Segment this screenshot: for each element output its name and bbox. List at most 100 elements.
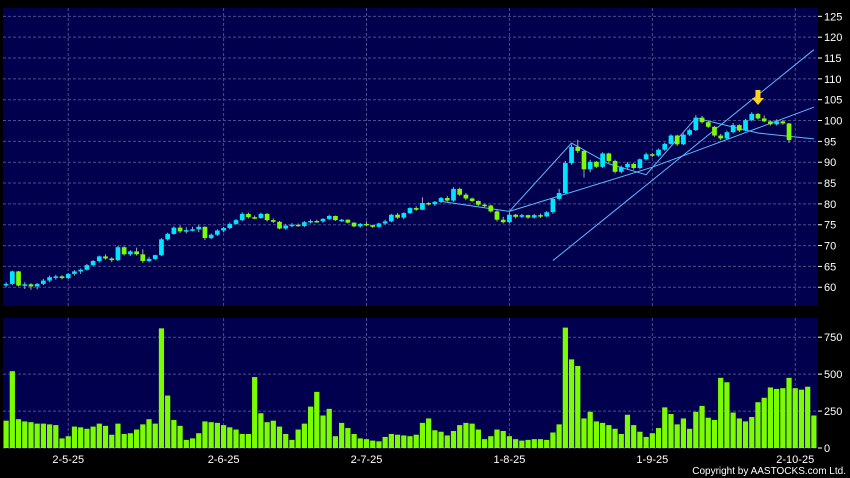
candle — [438, 196, 444, 204]
candle-body — [500, 219, 506, 223]
candle — [339, 218, 345, 222]
candle — [90, 260, 96, 267]
volume-bar — [481, 439, 488, 448]
price-tick-label: 70 — [824, 241, 836, 253]
volume-bar — [693, 411, 699, 448]
volume-bar — [668, 414, 674, 448]
arrow-head — [751, 97, 764, 105]
candle-body — [264, 213, 270, 221]
volume-tick-label: 500 — [824, 369, 842, 381]
candle — [47, 275, 52, 283]
candle-body — [215, 230, 220, 235]
candle-body — [581, 150, 587, 170]
volume-bar — [600, 422, 606, 448]
candle — [16, 270, 21, 287]
candle — [761, 115, 767, 123]
candle-body — [283, 225, 289, 229]
candle-body — [444, 198, 450, 201]
candle-body — [768, 121, 773, 125]
candle — [190, 226, 195, 232]
candle — [146, 256, 152, 263]
candle-body — [550, 198, 556, 213]
candle — [233, 218, 239, 225]
candle-body — [134, 251, 139, 255]
candle — [41, 278, 46, 286]
candle-body — [246, 213, 251, 218]
candle — [444, 195, 450, 202]
candle-body — [314, 220, 320, 223]
candle-body — [556, 193, 562, 199]
candle — [3, 282, 9, 288]
candle — [283, 223, 289, 230]
volume-bar — [382, 436, 388, 448]
volume-bar — [220, 425, 227, 448]
candle-body — [140, 254, 146, 261]
candle — [780, 120, 786, 125]
volume-bar — [649, 433, 655, 448]
volume-bar — [196, 433, 202, 448]
candle-body — [712, 126, 717, 136]
candle — [389, 213, 394, 223]
volume-bar — [618, 433, 624, 448]
candle-body — [252, 217, 258, 219]
volume-bar — [233, 429, 239, 448]
volume-bar — [46, 424, 53, 448]
volume-bar — [165, 395, 171, 448]
volume-bar — [631, 425, 637, 448]
candle — [258, 212, 264, 219]
candle — [594, 160, 599, 169]
price-tick-label: 120 — [824, 32, 842, 44]
candle — [618, 165, 624, 174]
volume-bar — [357, 438, 363, 448]
candle-body — [41, 280, 46, 284]
volume-tick-label: 250 — [824, 406, 842, 418]
volume-bar — [736, 418, 742, 448]
candle-body — [115, 247, 121, 261]
candle — [637, 158, 643, 170]
volume-bar — [587, 411, 593, 448]
volume-bar — [345, 428, 351, 448]
volume-bar — [307, 406, 314, 448]
x-tick-label: 2-10-25 — [776, 454, 814, 466]
candle — [519, 213, 525, 219]
price-tick-label: 80 — [824, 199, 836, 211]
candle — [289, 223, 295, 228]
candle — [28, 283, 34, 290]
candle-body — [357, 223, 363, 227]
volume-bar — [537, 439, 544, 448]
volume-bar — [9, 371, 15, 448]
volume-bar — [34, 423, 40, 448]
volume-bar — [643, 436, 649, 448]
candle — [196, 224, 202, 233]
candle — [407, 207, 413, 214]
candle-body — [121, 247, 127, 255]
candle-body — [47, 277, 52, 281]
volume-bar — [202, 421, 208, 448]
candle — [612, 159, 618, 174]
candle — [140, 249, 146, 264]
volume-bar — [786, 377, 792, 448]
candle-body — [420, 203, 425, 210]
candle — [215, 229, 220, 236]
candle — [705, 120, 711, 129]
candle — [53, 274, 59, 280]
candle-body — [152, 255, 158, 259]
volume-bar — [84, 428, 90, 448]
volume-bar — [811, 415, 817, 448]
candle — [600, 152, 605, 169]
candle-body — [177, 227, 183, 232]
candle — [500, 216, 506, 224]
price-tick-label: 110 — [824, 74, 842, 86]
volume-bar — [363, 439, 370, 448]
candle — [699, 115, 705, 124]
price-tick-label: 115 — [824, 53, 842, 65]
candle-body — [569, 146, 574, 164]
candle — [668, 134, 674, 145]
volume-bar — [258, 413, 264, 448]
volume-bar — [96, 423, 102, 448]
candle-body — [3, 283, 9, 286]
volume-bar — [506, 436, 513, 448]
volume-bar — [699, 405, 705, 448]
candle — [326, 214, 332, 221]
candle-body — [370, 225, 376, 227]
